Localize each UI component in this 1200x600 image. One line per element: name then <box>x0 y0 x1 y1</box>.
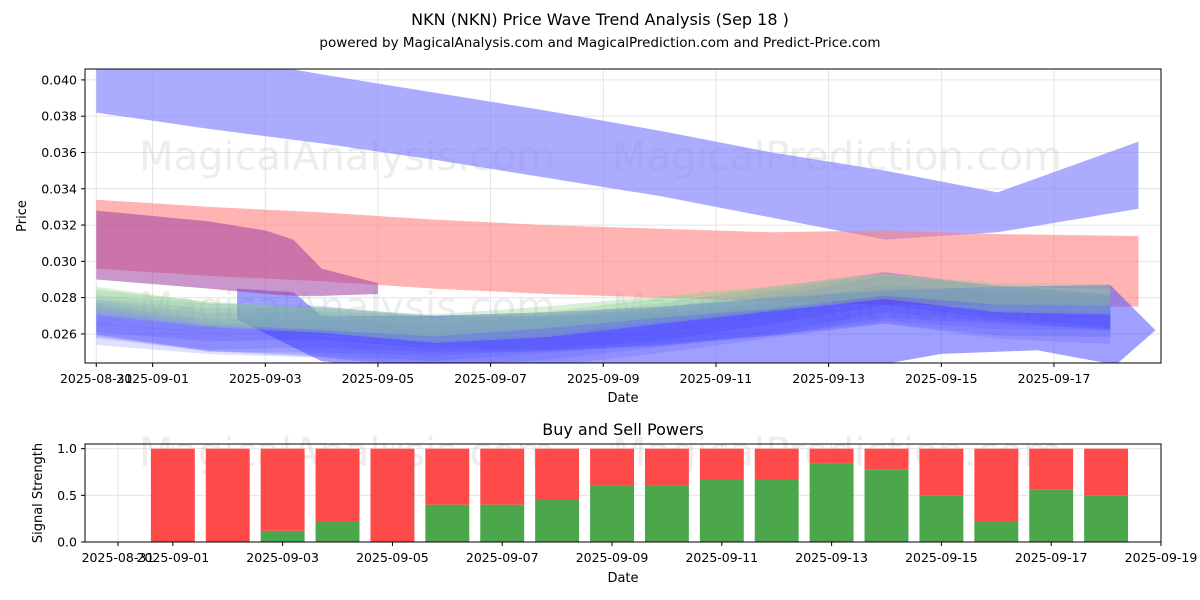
buy-power-bar <box>315 521 360 542</box>
buy-power-bar <box>535 500 580 542</box>
plot-frame <box>84 443 1162 543</box>
x-tick-label: 2025-09-17 <box>1015 550 1088 565</box>
y-tick-label: 0.032 <box>41 218 77 233</box>
sell-power-bar <box>1029 448 1074 490</box>
sell-power-bar <box>150 448 195 542</box>
buy-power-bar <box>699 479 744 542</box>
y-tick-label: 0.038 <box>41 109 77 124</box>
sell-power-bar <box>1084 448 1129 496</box>
buy-power-bar <box>809 463 854 542</box>
wave-ribbon <box>96 284 1111 356</box>
buy-power-bar <box>919 495 964 542</box>
wave-ribbon <box>96 292 1111 361</box>
x-tick-label: 2025-08-31 <box>82 550 155 565</box>
sell-power-bar <box>260 448 305 531</box>
x-tick-label: 2025-09-03 <box>246 550 319 565</box>
price-wave-chart: MagicalAnalysis.com MagicalPrediction.com… <box>15 68 1162 406</box>
plot-area <box>96 69 1156 363</box>
x-tick-label: 2025-09-13 <box>795 550 868 565</box>
wave-ribbon <box>96 274 1111 337</box>
x-tick-label: 2025-09-01 <box>116 371 189 386</box>
y-tick-label: 0.0 <box>57 535 77 550</box>
buy-power-bar <box>864 469 909 542</box>
upper-trend-band <box>96 69 1139 240</box>
sell-power-bar <box>535 448 580 500</box>
y-axis-label: Signal Strength <box>31 443 46 543</box>
sell-power-bar <box>315 448 360 522</box>
bottom-chart-title: Buy and Sell Powers <box>542 420 704 439</box>
y-tick-label: 0.036 <box>41 145 77 160</box>
wave-ribbon <box>96 272 1111 347</box>
chart-subtitle: powered by MagicalAnalysis.com and Magic… <box>319 35 880 51</box>
x-tick-label: 2025-09-07 <box>454 371 527 386</box>
x-tick-label: 2025-08-31 <box>60 371 133 386</box>
x-tick-label: 2025-09-11 <box>680 371 753 386</box>
buy-power-bar <box>1084 495 1129 542</box>
wave-ribbon <box>96 273 1111 343</box>
x-axis-label: Date <box>607 391 638 406</box>
x-tick-label: 2025-09-15 <box>905 550 978 565</box>
sell-power-bar <box>644 448 689 486</box>
y-tick-label: 0.030 <box>41 254 77 269</box>
sell-power-bar <box>425 448 470 505</box>
y-tick-label: 0.026 <box>41 326 77 341</box>
x-tick-label: 2025-09-13 <box>792 371 865 386</box>
sell-power-bar <box>754 448 799 480</box>
wave-ribbon <box>96 275 1111 353</box>
x-tick-label: 2025-09-19 <box>1125 550 1198 565</box>
sell-power-bar <box>919 448 964 496</box>
x-tick-label: 2025-09-07 <box>466 550 539 565</box>
x-tick-label: 2025-09-15 <box>905 371 978 386</box>
lower-wave-band <box>237 285 1156 363</box>
x-tick-label: 2025-09-09 <box>576 550 649 565</box>
x-tick-label: 2025-09-09 <box>567 371 640 386</box>
sell-power-bar <box>205 448 250 542</box>
y-tick-label: 0.040 <box>41 72 77 87</box>
sell-power-bar <box>864 448 909 470</box>
chart-title: NKN (NKN) Price Wave Trend Analysis (Sep… <box>411 10 789 29</box>
x-tick-label: 2025-09-17 <box>1018 371 1091 386</box>
y-tick-label: 1.0 <box>57 441 77 456</box>
y-tick-label: 0.5 <box>57 488 77 503</box>
sell-power-bar <box>590 448 634 486</box>
x-tick-label: 2025-09-11 <box>685 550 758 565</box>
x-tick-label: 2025-09-05 <box>342 371 415 386</box>
wave-ribbon <box>96 302 1111 363</box>
y-tick-label: 0.028 <box>41 290 77 305</box>
sell-power-bar <box>699 448 744 480</box>
x-axis-label: Date <box>607 571 638 586</box>
buy-power-bar <box>260 530 305 542</box>
buy-sell-powers-chart: MagicalAnalysis.comMagicalPrediction.com… <box>31 420 1197 586</box>
sell-power-bar <box>370 448 415 542</box>
overlap-trend-band <box>96 210 378 296</box>
buy-power-bar <box>1029 489 1074 542</box>
wave-ribbon <box>96 298 1111 363</box>
x-tick-label: 2025-09-03 <box>229 371 302 386</box>
wave-ribbon <box>96 272 1111 350</box>
buy-power-bar <box>974 521 1019 542</box>
buy-power-bar <box>480 504 525 542</box>
buy-power-bar <box>754 479 799 542</box>
sell-power-bar <box>809 448 854 464</box>
buy-power-bar <box>425 504 470 542</box>
x-tick-label: 2025-09-05 <box>356 550 429 565</box>
buy-power-bar <box>644 485 689 542</box>
sell-power-bar <box>974 448 1019 522</box>
x-tick-label: 2025-09-01 <box>137 550 210 565</box>
y-axis-label: Price <box>15 200 30 232</box>
plot-frame <box>84 68 1162 364</box>
y-tick-label: 0.034 <box>41 181 77 196</box>
sell-power-bar <box>480 448 525 505</box>
buy-power-bar <box>590 485 634 542</box>
